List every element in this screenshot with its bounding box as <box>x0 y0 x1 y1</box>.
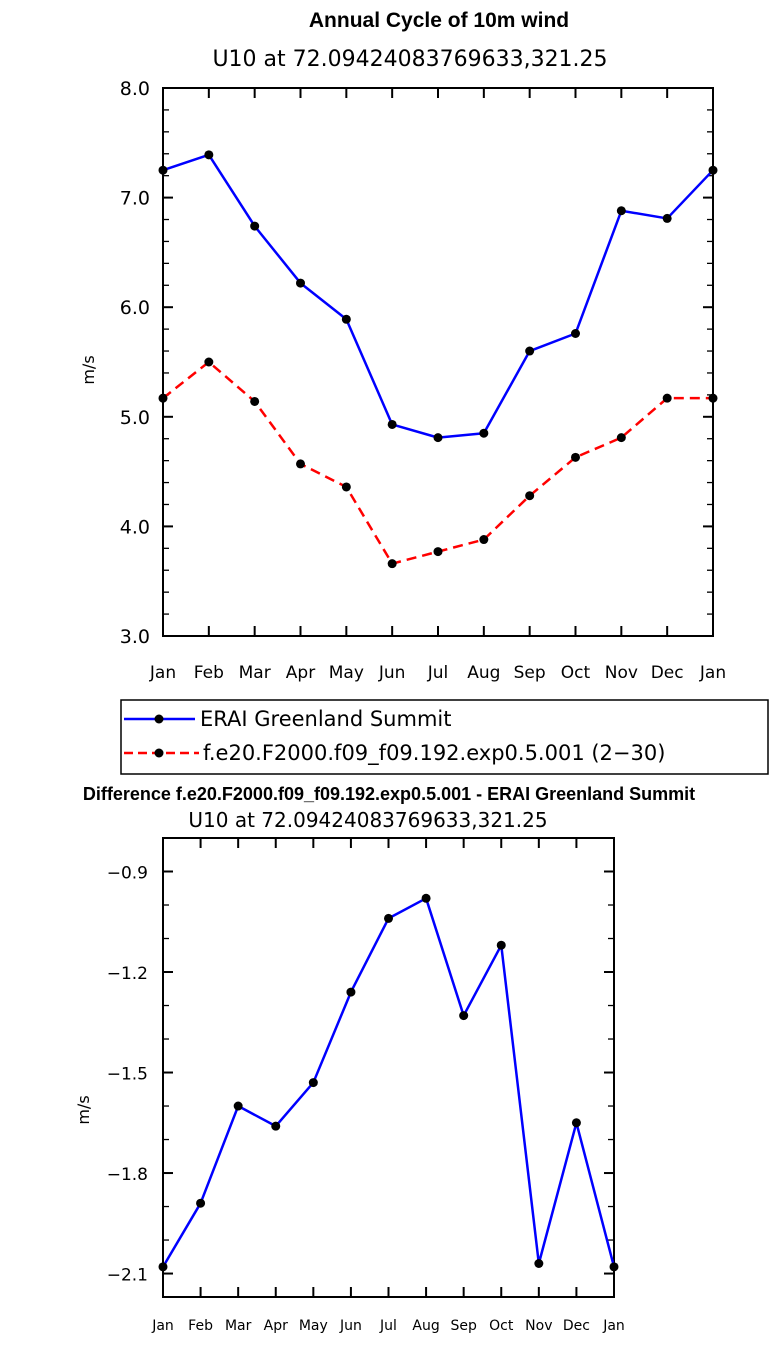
chart1-xtick-label: Feb <box>194 663 224 683</box>
chart2-data-point <box>196 1198 206 1208</box>
chart2-xtick-label: Jul <box>379 1318 397 1334</box>
chart1-data-point <box>525 346 535 356</box>
chart1-xtick-label: Jan <box>699 663 726 683</box>
chart1-data-point <box>341 314 351 324</box>
chart1-data-point <box>158 165 168 175</box>
chart1-data-point <box>296 278 305 288</box>
chart1-xtick-label: Dec <box>651 663 684 683</box>
chart1-data-point <box>571 452 580 462</box>
chart1-xtick-label: Sep <box>514 663 546 683</box>
chart1-data-point <box>204 150 214 160</box>
chart2-ytick-label: −1.5 <box>107 1065 148 1085</box>
chart2-subtitle: U10 at 72.09424083769633,321.25 <box>188 808 547 832</box>
chart2-frame <box>162 837 615 1298</box>
chart2-xtick-label: Dec <box>563 1318 590 1334</box>
chart1-ylabel: m/s <box>79 355 98 384</box>
chart1-data-point <box>479 535 489 545</box>
chart1-xtick-label: Jun <box>378 663 406 683</box>
chart1-series-line <box>162 360 713 565</box>
chart1-data-point <box>387 419 397 429</box>
chart1-data-point <box>341 482 351 492</box>
legend-erai-marker <box>154 714 164 724</box>
chart1-data-point <box>662 393 672 403</box>
chart2-series-line <box>161 897 616 1268</box>
chart1-data-point <box>662 213 672 223</box>
chart2-data-point <box>571 1118 581 1128</box>
chart1-xtick-label: Aug <box>467 663 500 683</box>
chart2-data-point <box>158 1262 168 1272</box>
chart2-data-point <box>421 893 431 903</box>
chart1-data-point <box>296 459 305 469</box>
chart2-xtick-label: Jan <box>602 1318 625 1334</box>
chart2-ytick-label: −1.8 <box>107 1165 148 1185</box>
chart1-data-point <box>616 433 626 443</box>
chart1-xtick-label: Jul <box>427 663 449 683</box>
chart2-title: Difference f.e20.F2000.f09_f09.192.exp0.… <box>83 784 695 804</box>
chart2-data-point <box>233 1101 243 1111</box>
chart1-data-point <box>708 165 718 175</box>
chart1-xtick-label: Mar <box>239 663 271 683</box>
legend-model-label: f.e20.F2000.f09_f09.192.exp0.5.001 (2−30… <box>203 741 665 766</box>
chart1-ytick-label: 8.0 <box>120 78 150 100</box>
chart1-xtick-label: Nov <box>605 663 638 683</box>
chart1-xtick-label: Apr <box>286 663 315 683</box>
chart1-ytick-label: 5.0 <box>120 407 150 429</box>
chart2-ytick-label: −2.1 <box>107 1266 148 1286</box>
chart2-xtick-label: Nov <box>525 1318 552 1334</box>
chart1-xtick-label: Oct <box>561 663 591 683</box>
chart2-data-point <box>384 913 393 923</box>
chart2-xtick-label: Apr <box>264 1318 288 1334</box>
chart2-xtick-label: Jan <box>151 1318 174 1334</box>
chart2-data-point <box>271 1121 281 1131</box>
chart2-xtick-label: Feb <box>188 1318 213 1334</box>
chart2-ytick-label: −1.2 <box>107 964 148 984</box>
chart1-data-point <box>158 393 168 403</box>
chart1-plot-area: 3.0 4.0 5.0 6.0 7.0 8.0 Jan Feb Mar Apr May Jun Jul A… <box>120 78 726 683</box>
chart2-xtick-label: Sep <box>450 1318 477 1334</box>
chart2-data-point <box>534 1258 544 1268</box>
chart1-xtick-label: Jan <box>149 663 176 683</box>
chart2-xtick-label: May <box>299 1318 328 1334</box>
chart1-ytick-label: 4.0 <box>120 516 150 538</box>
chart1-data-point <box>708 393 718 403</box>
legend-box <box>120 699 769 775</box>
chart1-ytick-label: 3.0 <box>120 626 150 648</box>
chart2-ylabel: m/s <box>74 1095 93 1124</box>
chart1-data-point <box>525 491 535 501</box>
chart2-ytick-label: −0.9 <box>107 864 148 884</box>
chart1-data-point <box>433 433 443 443</box>
chart2-data-point <box>496 940 506 950</box>
chart1-data-point <box>433 547 443 557</box>
chart1-xtick-label: May <box>329 663 364 683</box>
chart1-data-point <box>479 428 489 438</box>
chart1-data-point <box>616 206 626 216</box>
legend-erai-label: ERAI Greenland Summit <box>200 707 451 731</box>
chart1-subtitle: U10 at 72.09424083769633,321.25 <box>212 47 607 72</box>
chart2-data-point <box>459 1011 469 1021</box>
chart2-data-point <box>308 1078 318 1088</box>
chart1-ytick-label: 7.0 <box>120 188 150 210</box>
chart1-ytick-label: 6.0 <box>120 297 150 319</box>
chart2-xtick-label: Jun <box>339 1318 362 1334</box>
legend-model-marker <box>154 748 164 758</box>
chart2-plot-area: −2.1 −1.8 −1.5 −1.2 −0.9 Jan Feb Mar Apr May Jun Ju… <box>107 837 625 1334</box>
legend: ERAI Greenland Summit f.e20.F2000.f09_f0… <box>120 699 769 775</box>
chart1-data-point <box>571 329 580 339</box>
chart1-data-point <box>250 396 260 406</box>
chart2-xtick-label: Aug <box>412 1318 439 1334</box>
chart2-data-point <box>346 987 356 997</box>
chart1-title: Annual Cycle of 10m wind <box>309 9 569 32</box>
chart2-xtick-label: Mar <box>225 1318 252 1334</box>
chart2-xtick-label: Oct <box>489 1318 514 1334</box>
chart1-data-point <box>387 559 397 569</box>
chart1-data-point <box>204 357 214 367</box>
chart1-series-line <box>162 153 714 439</box>
chart1-data-point <box>250 221 260 231</box>
chart2-data-point <box>609 1262 619 1272</box>
